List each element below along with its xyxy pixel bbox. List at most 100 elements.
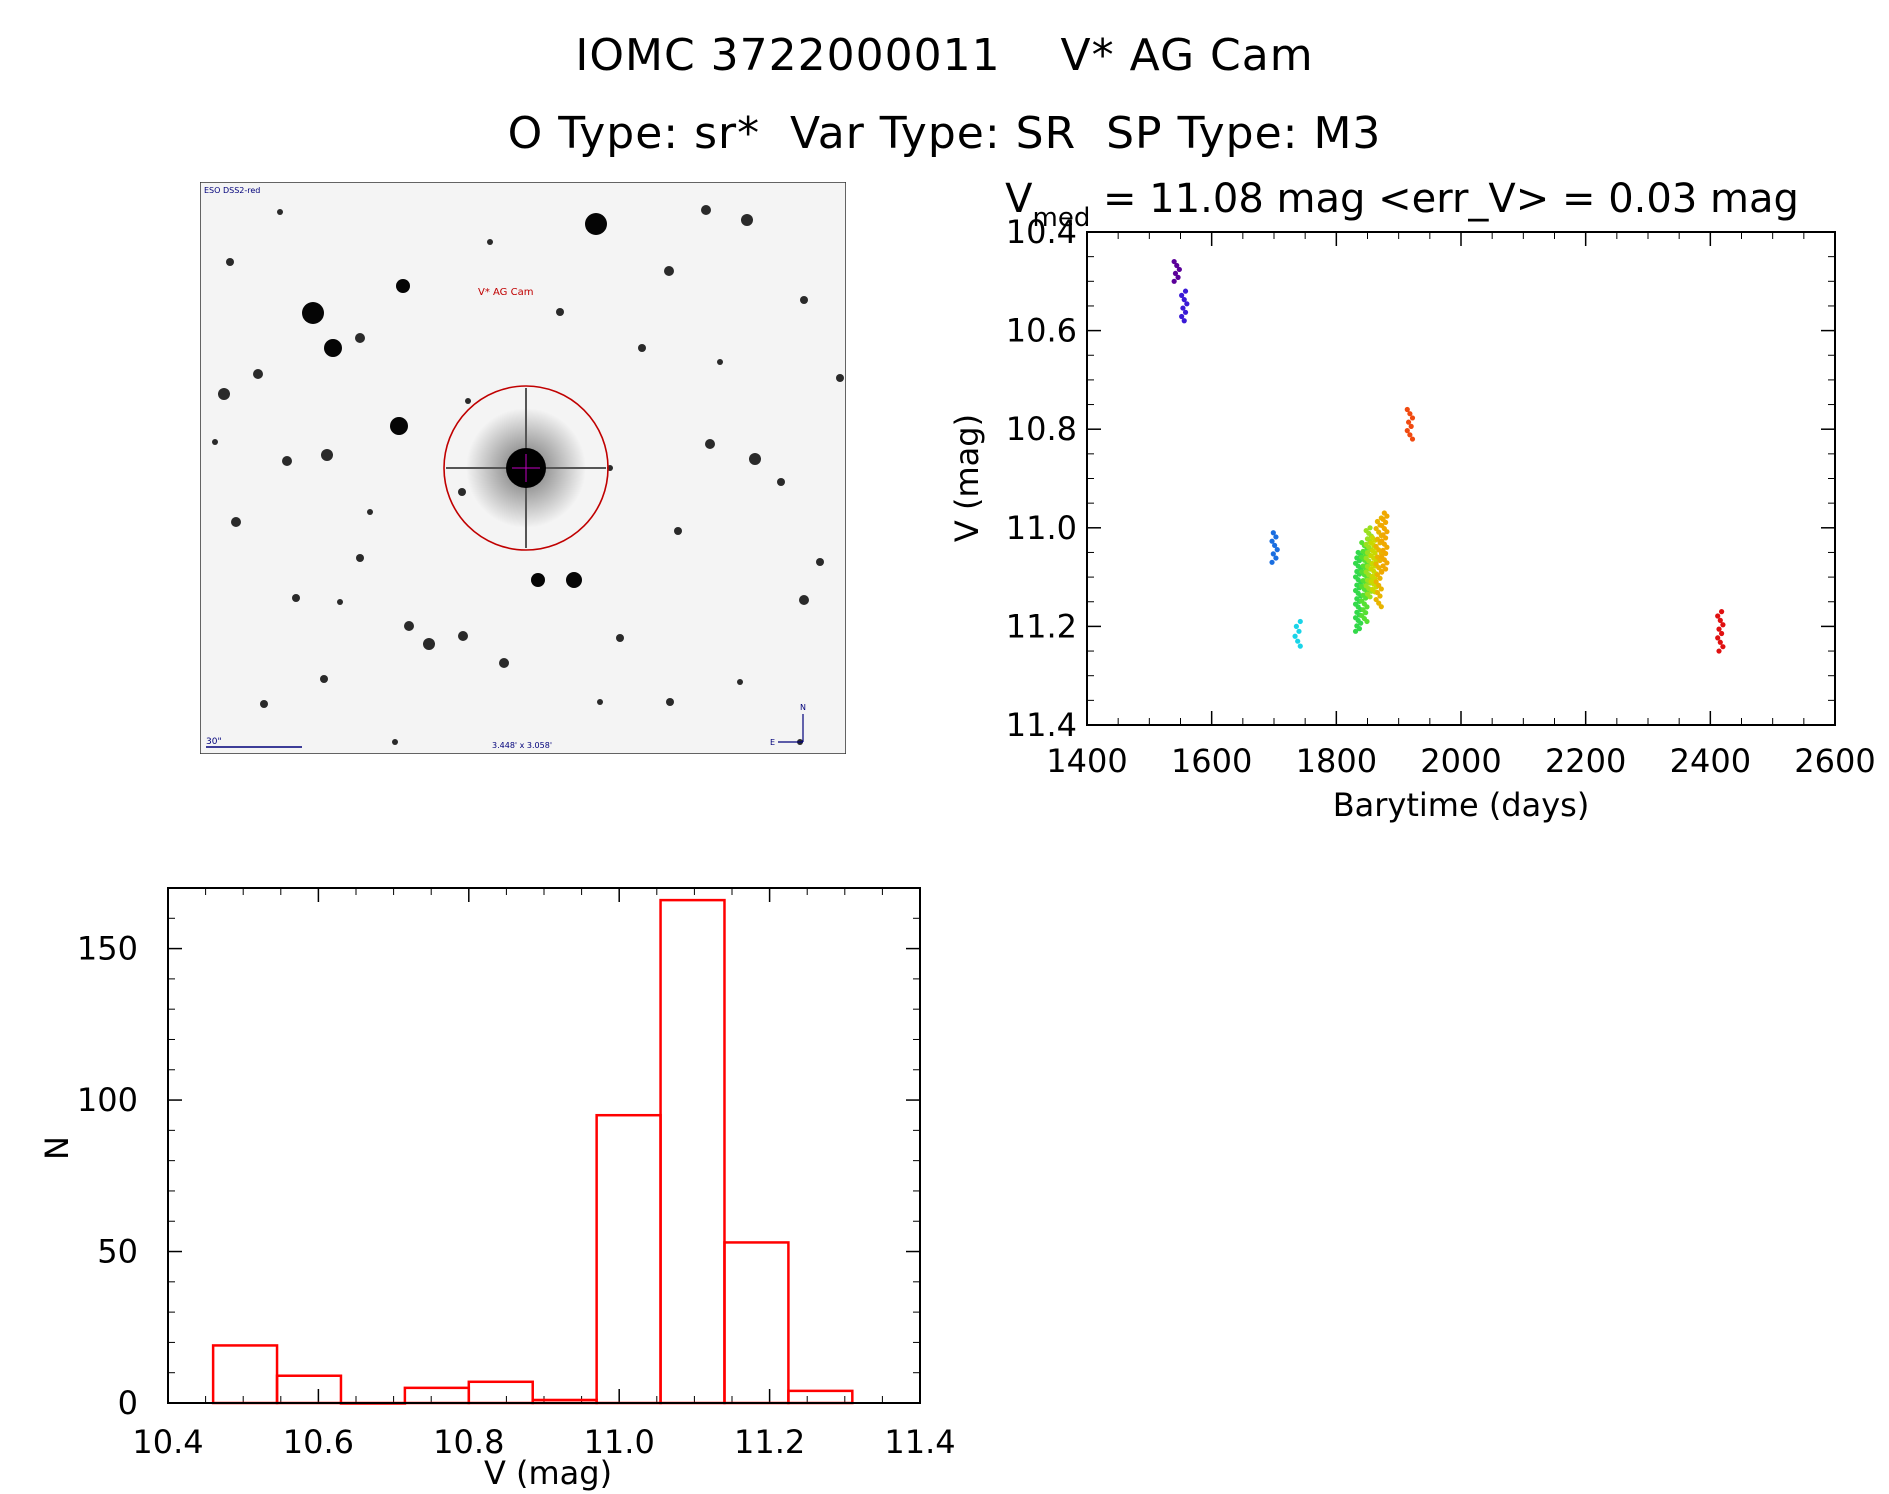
y-tick-label: 50: [97, 1233, 138, 1271]
data-point: [1171, 278, 1177, 284]
field-star: [282, 456, 292, 466]
data-point: [1719, 609, 1725, 615]
data-point: [1270, 530, 1276, 536]
data-point: [1273, 534, 1279, 540]
field-star: [218, 388, 230, 400]
histogram-frame: [167, 887, 921, 1404]
field-star: [799, 595, 809, 605]
y-tick-label: 11.0: [1006, 509, 1077, 547]
y-tick-label: 0: [118, 1384, 138, 1422]
field-star: [664, 266, 674, 276]
histogram-bar: [211, 1344, 279, 1405]
light-curve-points: [1171, 258, 1726, 654]
target-star: [443, 385, 609, 551]
field-star: [302, 302, 324, 324]
light-curve-axes: 1400 1600 1800 2000 2200 2400 2600 10.4 10.6 10.8…: [1006, 213, 1876, 780]
light-curve-ylabel: V (mag): [948, 414, 986, 542]
data-point: [1377, 575, 1383, 581]
histogram-bars: [211, 898, 854, 1405]
field-star: [465, 398, 471, 404]
y-tick-label: 11.4: [1006, 706, 1077, 744]
data-point: [1384, 560, 1390, 566]
field-star: [367, 509, 373, 515]
x-tick-label: 11.4: [884, 1423, 955, 1461]
data-point: [1179, 292, 1185, 298]
data-point: [1352, 628, 1359, 634]
data-point: [1367, 594, 1373, 600]
field-star: [260, 700, 268, 708]
y-tick-label: 11.2: [1006, 607, 1077, 645]
field-star: [320, 675, 328, 683]
field-star: [337, 599, 343, 605]
field-star: [749, 453, 761, 465]
histogram-bar: [467, 1380, 534, 1405]
histogram-bar: [723, 1241, 790, 1405]
field-star: [717, 359, 723, 365]
data-point: [1383, 535, 1389, 541]
y-tick-label: 10.8: [1006, 410, 1077, 448]
histogram-chart: 10.4 10.6 10.8 11.0 11.2 11.4 0 50 100 150 V (mag…: [40, 887, 956, 1492]
field-star: [487, 239, 493, 245]
field-star: [816, 558, 824, 566]
scale-label: 30": [206, 737, 222, 747]
data-point: [1358, 620, 1364, 626]
field-star: [616, 634, 624, 642]
data-point: [1297, 618, 1303, 625]
field-star: [666, 698, 674, 706]
title-rest: = 11.08 mag <err_V> = 0.03 mag: [1090, 176, 1799, 222]
field-star: [356, 554, 364, 562]
field-star: [705, 439, 715, 449]
field-star: [800, 296, 808, 304]
data-point: [1364, 618, 1370, 625]
histogram-xlabel: V (mag): [484, 1454, 612, 1492]
field-star: [585, 213, 607, 235]
data-point: [1182, 309, 1189, 315]
x-tick-label: 1600: [1171, 742, 1252, 780]
x-tick-label: 2400: [1670, 742, 1751, 780]
data-point: [1717, 639, 1723, 645]
data-point: [1181, 297, 1187, 303]
light-curve-frame: [1086, 231, 1836, 726]
data-point: [1274, 547, 1280, 553]
data-point: [1363, 595, 1369, 601]
field-star: [701, 205, 711, 215]
y-tick-label: 150: [77, 930, 138, 968]
x-tick-label: 2200: [1545, 742, 1626, 780]
light-curve-xlabel: Barytime (days): [1333, 786, 1590, 824]
data-point: [1269, 538, 1275, 544]
field-star: [566, 572, 582, 588]
field-star: [321, 449, 333, 461]
x-tick-label: 10.8: [433, 1423, 504, 1461]
data-point: [1384, 544, 1390, 550]
field-star: [277, 209, 283, 215]
data-point: [1408, 423, 1414, 429]
figure-title-line1: IOMC 3722000011 V* AG Cam: [575, 30, 1314, 81]
field-star: [355, 333, 365, 343]
data-point: [1270, 551, 1276, 557]
title-v: V: [1005, 176, 1033, 222]
data-point: [1175, 274, 1181, 280]
data-point: [1293, 623, 1299, 629]
data-point: [1716, 648, 1722, 654]
field-star: [674, 527, 682, 535]
data-point: [1378, 586, 1384, 592]
data-point: [1409, 415, 1416, 421]
data-point: [1715, 613, 1721, 619]
data-point: [1405, 419, 1412, 425]
data-point: [1379, 569, 1385, 575]
field-star: [396, 279, 410, 293]
x-tick-label: 11.0: [584, 1423, 655, 1461]
light-curve-title: Vmed = 11.08 mag <err_V> = 0.03 mag: [1005, 176, 1799, 233]
data-point: [1383, 566, 1389, 572]
histogram-axes: 10.4 10.6 10.8 11.0 11.2 11.4 0 50 100 150: [77, 888, 956, 1461]
histogram-bar: [595, 1113, 662, 1405]
data-point: [1378, 604, 1384, 610]
data-point: [1383, 550, 1389, 557]
data-point: [1384, 513, 1390, 519]
y-tick-label: 10.6: [1006, 312, 1077, 350]
data-point: [1171, 258, 1177, 265]
field-star: [392, 739, 398, 745]
histogram-bar: [787, 1389, 854, 1405]
data-point: [1404, 406, 1410, 413]
field-star: [737, 679, 743, 685]
